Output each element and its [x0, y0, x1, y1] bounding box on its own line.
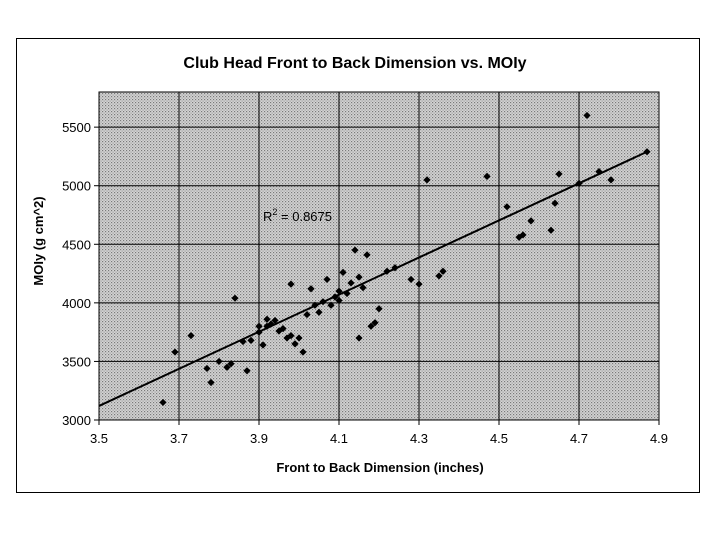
x-tick-label: 4.7: [570, 431, 588, 446]
y-tick-label: 4500: [62, 237, 91, 252]
y-axis: 3000 3500 4000 4500 5000 5500: [62, 120, 99, 428]
x-axis: 3.5 3.7 3.9 4.1 4.3 4.5 4.7 4.9: [90, 420, 668, 446]
y-tick-label: 3500: [62, 354, 91, 369]
y-tick-label: 3000: [62, 413, 91, 428]
x-tick-label: 3.5: [90, 431, 108, 446]
chart-title: Club Head Front to Back Dimension vs. MO…: [183, 55, 526, 72]
x-tick-label: 3.9: [250, 431, 268, 446]
y-tick-label: 4000: [62, 296, 91, 311]
x-tick-label: 4.9: [650, 431, 668, 446]
x-tick-label: 4.3: [410, 431, 428, 446]
r-squared-value: = 0.8675: [277, 209, 332, 224]
x-tick-label: 4.5: [490, 431, 508, 446]
plot-area: [99, 92, 659, 420]
x-axis-label: Front to Back Dimension (inches): [276, 460, 483, 475]
y-tick-label: 5000: [62, 179, 91, 194]
y-tick-label: 5500: [62, 120, 91, 135]
y-axis-label: MOIy (g cm^2): [31, 196, 46, 285]
x-tick-label: 4.1: [330, 431, 348, 446]
r-squared-symbol: R: [263, 209, 272, 224]
x-tick-label: 3.7: [170, 431, 188, 446]
